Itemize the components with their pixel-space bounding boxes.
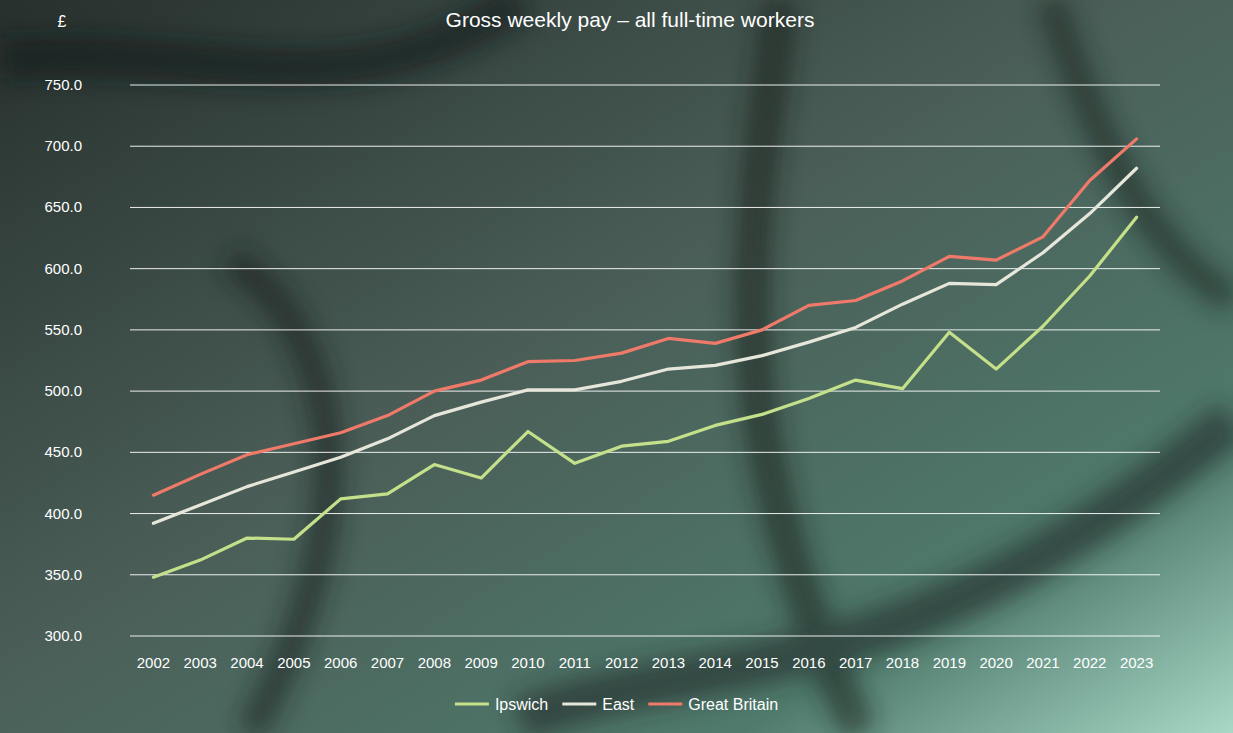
x-tick-label: 2010 xyxy=(511,654,544,671)
x-tick-label: 2008 xyxy=(418,654,451,671)
y-tick-label: 350.0 xyxy=(44,566,82,583)
grid-line xyxy=(130,268,1160,269)
y-tick-label: 700.0 xyxy=(44,137,82,154)
y-tick-label: 500.0 xyxy=(44,382,82,399)
legend-swatch xyxy=(455,702,489,705)
grid-line xyxy=(130,452,1160,453)
legend-label: Ipswich xyxy=(495,696,548,713)
y-tick-label: 300.0 xyxy=(44,627,82,644)
legend-swatch xyxy=(562,702,596,705)
x-tick-label: 2019 xyxy=(933,654,966,671)
title: Gross weekly pay – all full-time workers xyxy=(446,8,815,31)
y-axis-label: £ xyxy=(58,13,67,30)
background-shape xyxy=(0,0,520,68)
grid-line xyxy=(130,85,1160,86)
x-tick-label: 2023 xyxy=(1120,654,1153,671)
legend-item: Great Britain xyxy=(648,696,778,713)
x-tick-label: 2020 xyxy=(979,654,1012,671)
legend-label: East xyxy=(602,696,635,713)
y-tick-label: 400.0 xyxy=(44,505,82,522)
background xyxy=(0,0,1233,733)
x-tick-label: 2009 xyxy=(464,654,497,671)
background-shape xyxy=(1050,0,1233,300)
grid-line xyxy=(130,329,1160,330)
y-tick-label: 450.0 xyxy=(44,443,82,460)
x-tick-label: 2017 xyxy=(839,654,872,671)
x-tick-label: 2002 xyxy=(137,654,170,671)
x-tick-label: 2013 xyxy=(652,654,685,671)
legend-item: East xyxy=(562,696,635,713)
x-tick-label: 2007 xyxy=(371,654,404,671)
background-shapes xyxy=(0,0,1233,733)
grid-line xyxy=(130,574,1160,575)
x-tick-label: 2018 xyxy=(886,654,919,671)
grid-line xyxy=(130,636,1160,637)
background-shape xyxy=(520,420,1233,720)
x-tick-label: 2014 xyxy=(699,654,732,671)
grid-line xyxy=(130,146,1160,147)
series-line xyxy=(153,139,1136,495)
legend: Ipswich East Great Britain xyxy=(455,696,778,713)
y-tick-label: 600.0 xyxy=(44,260,82,277)
legend-swatch xyxy=(648,702,682,705)
chart: Gross weekly pay – all full-time workers… xyxy=(0,0,1233,733)
background-shape xyxy=(230,260,328,733)
x-tick-label: 2021 xyxy=(1026,654,1059,671)
x-tick-label: 2011 xyxy=(559,654,591,671)
lines xyxy=(153,139,1136,577)
legend-label: Great Britain xyxy=(688,696,778,713)
x-tick-label: 2006 xyxy=(324,654,357,671)
x-tick-label: 2015 xyxy=(745,654,778,671)
y-tick-label: 550.0 xyxy=(44,321,82,338)
grid-line xyxy=(130,207,1160,208)
x-tick-label: 2004 xyxy=(230,654,263,671)
grid-line xyxy=(130,391,1160,392)
grid-line xyxy=(130,513,1160,514)
x-tick-label: 2012 xyxy=(605,654,638,671)
legend-item: Ipswich xyxy=(455,696,548,713)
y-tick-label: 650.0 xyxy=(44,198,82,215)
grid xyxy=(130,85,1160,636)
x-tick-label: 2016 xyxy=(792,654,825,671)
series-line xyxy=(153,217,1136,577)
x-tick-label: 2005 xyxy=(277,654,310,671)
x-tick-label: 2003 xyxy=(184,654,217,671)
x-tick-label: 2022 xyxy=(1073,654,1106,671)
y-tick-label: 750.0 xyxy=(44,76,82,93)
